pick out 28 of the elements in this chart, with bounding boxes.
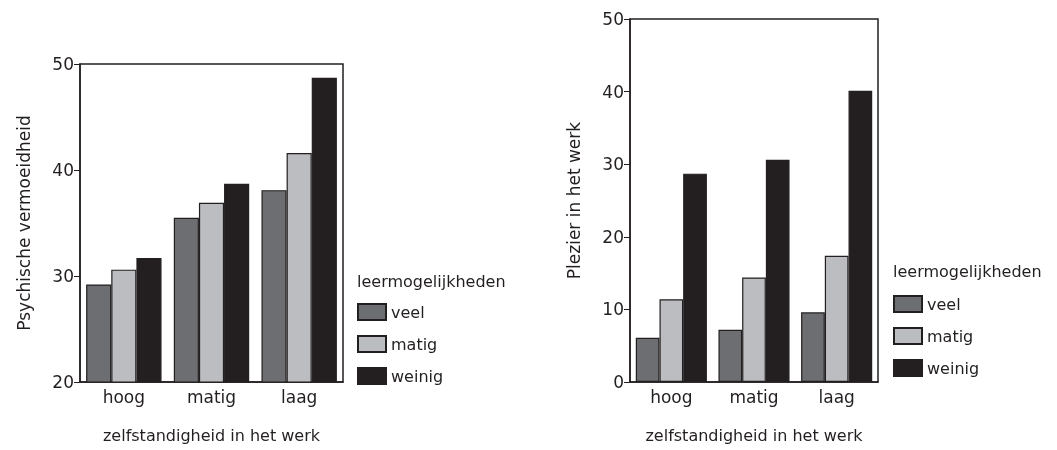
legend-label: veel [391,302,425,322]
legend-label: weinig [391,366,444,386]
y-axis-title: Plezier in het werk [563,121,584,280]
y-axis-title: Psychische vermoeidheid [13,115,34,331]
y-tick-label: 20 [602,226,624,247]
y-tick-label: 40 [52,160,74,180]
x-axis-title: zelfstandigheid in het werk [645,425,864,445]
x-axis-title: zelfstandigheid in het werk [102,425,321,445]
x-tick-label: matig [186,386,237,407]
y-tick-label: 20 [52,372,74,392]
legend-label: matig [391,334,438,354]
legend-title: leermogelijkheden [357,271,506,291]
y-tick-label: 0 [613,372,624,392]
y-tick-label: 30 [602,154,624,175]
legend-label: weinig [927,358,980,378]
x-tick-label: laag [280,386,318,407]
y-tick-label: 10 [602,299,624,320]
x-tick-label: laag [818,386,855,407]
x-tick-label: matig [729,386,779,407]
y-tick-label: 40 [602,81,624,102]
y-tick-label: 30 [52,266,74,286]
x-tick-label: hoog [650,386,693,407]
legend-label: matig [927,326,974,346]
legend-label: veel [927,294,961,314]
y-tick-label: 50 [52,54,74,74]
x-tick-label: hoog [102,386,146,407]
legend-title: leermogelijkheden [893,261,1042,281]
y-tick-label: 50 [602,9,624,29]
